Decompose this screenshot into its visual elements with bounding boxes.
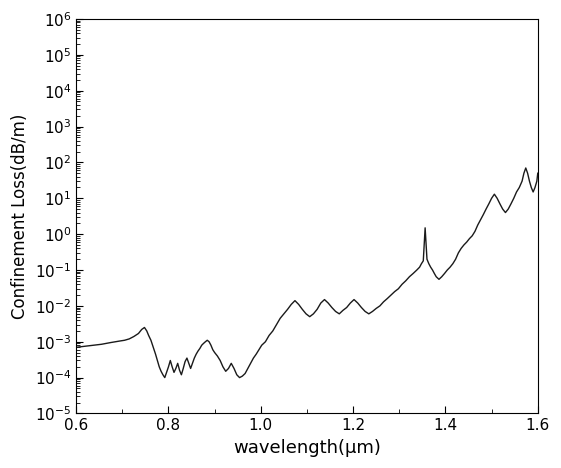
X-axis label: wavelength(μm): wavelength(μm) [233,439,381,457]
Y-axis label: Confinement Loss(dB/m): Confinement Loss(dB/m) [11,114,29,319]
